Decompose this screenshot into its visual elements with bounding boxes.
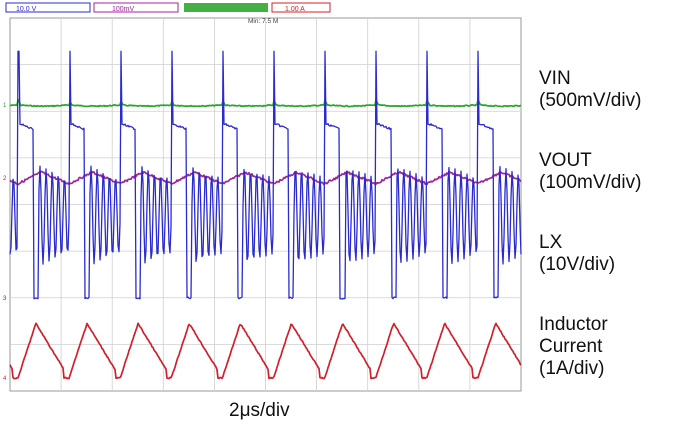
trace-vout	[9, 170, 522, 186]
ch3-setting: 1.00 A	[285, 6, 305, 13]
ch3-indicator	[271, 2, 331, 13]
oscilloscope-screen: 10.0 V 100mV 1.00 A Min: 7.5 M 1 2 3 4	[3, 2, 522, 392]
ground-marker-lx: 3	[3, 296, 7, 302]
label-il-line-3: (1A/div)	[539, 358, 605, 379]
label-lx-line-2: (10V/div)	[539, 254, 616, 275]
trigger-bar	[184, 3, 268, 12]
label-il-line-2: Current	[539, 336, 603, 357]
ground-marker-vin: 1	[3, 103, 7, 109]
label-vin: VIN (500mV/div)	[539, 68, 641, 112]
label-lx-line-1: LX	[539, 232, 563, 253]
timebase-readout: Min: 7.5 M	[248, 18, 278, 25]
label-vin-line-1: VIN	[539, 68, 571, 89]
label-vin-line-2: (500mV/div)	[539, 90, 642, 111]
label-vout: VOUT (100mV/div)	[539, 150, 641, 194]
scope-header: 10.0 V 100mV 1.00 A Min: 7.5 M	[5, 2, 331, 25]
label-inductor-current: Inductor Current (1A/div)	[539, 314, 608, 380]
grid	[9, 17, 522, 392]
trace-vin	[10, 98, 522, 108]
label-il-line-1: Inductor	[539, 314, 608, 335]
ch1-setting: 10.0 V	[16, 6, 37, 13]
trace-lx	[9, 50, 522, 300]
label-lx: LX (10V/div)	[539, 232, 615, 276]
ground-marker-il: 4	[3, 376, 7, 382]
ch1-indicator	[5, 2, 91, 13]
label-vout-line-1: VOUT	[539, 150, 592, 171]
ground-marker-vout: 2	[3, 176, 7, 182]
trace-inductor-current	[9, 322, 522, 380]
label-vout-line-2: (100mV/div)	[539, 172, 642, 193]
ch2-setting: 100mV	[112, 6, 135, 13]
ch2-indicator	[93, 2, 179, 13]
x-axis-scale-label: 2μs/div	[229, 400, 290, 421]
traces: 1 2 3 4	[3, 50, 522, 382]
